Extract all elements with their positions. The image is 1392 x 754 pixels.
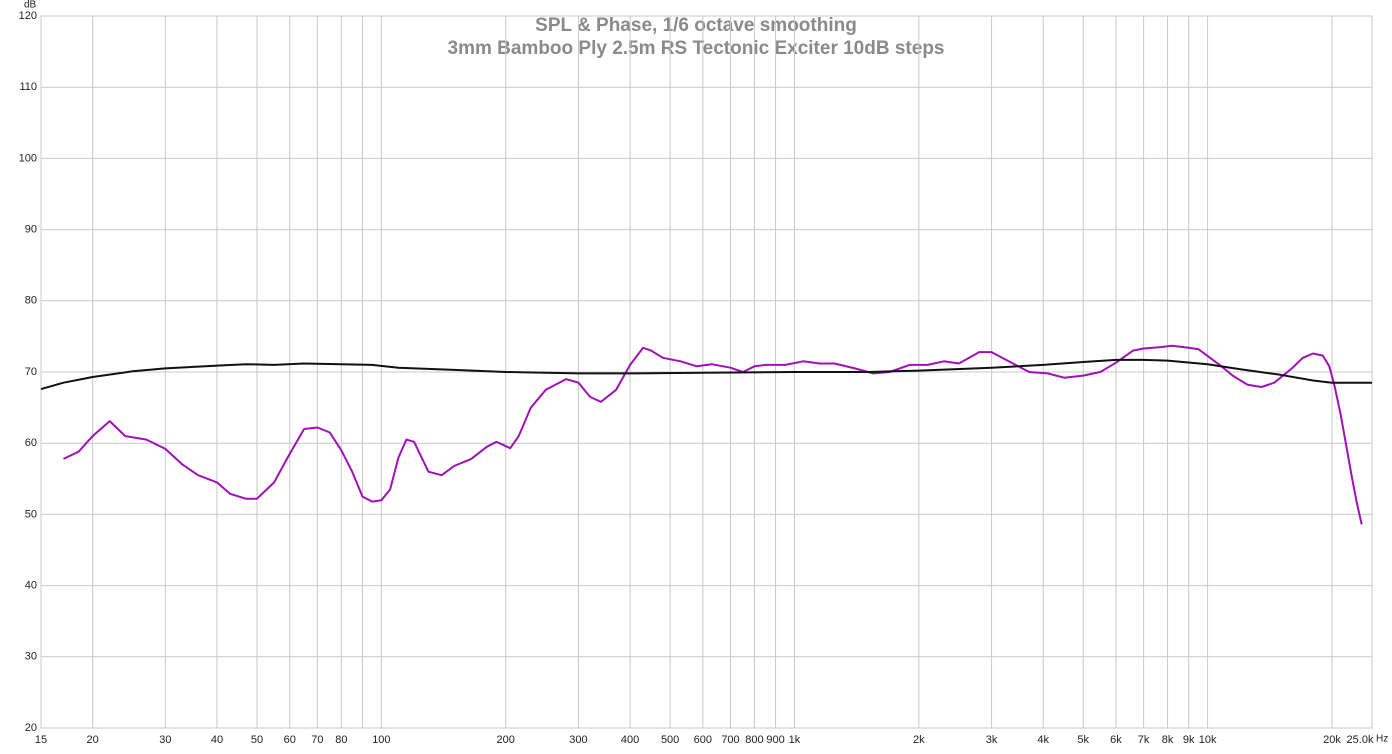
x-tick-label: 60	[284, 734, 296, 746]
x-tick-label: 6k	[1110, 734, 1122, 746]
x-tick-label: 20k	[1323, 734, 1341, 746]
x-tick-label: 2k	[913, 734, 925, 746]
y-tick-label: 90	[25, 224, 37, 236]
y-tick-label: 70	[25, 366, 37, 378]
x-tick-label: 200	[497, 734, 515, 746]
series-line	[40, 358, 1372, 391]
x-tick-label: 10k	[1199, 734, 1217, 746]
x-tick-label: 80	[335, 734, 347, 746]
x-axis-label: Hz	[1376, 734, 1388, 745]
y-tick-label: 30	[25, 651, 37, 663]
x-tick-label: 50	[251, 734, 263, 746]
x-tick-label: 4k	[1037, 734, 1049, 746]
x-tick-label: 8k	[1162, 734, 1174, 746]
x-tick-label: 500	[661, 734, 679, 746]
x-tick-label: 40	[211, 734, 223, 746]
x-tick-label: 20	[86, 734, 98, 746]
y-tick-label: 100	[19, 152, 37, 164]
y-axis-label: dB	[24, 0, 37, 11]
x-tick-label: 700	[721, 734, 739, 746]
x-tick-label: 1k	[789, 734, 801, 746]
series-line	[63, 344, 1363, 525]
y-tick-label: 120	[19, 10, 37, 22]
y-tick-label: 40	[25, 580, 37, 592]
x-tick-label: 400	[621, 734, 639, 746]
x-tick-label: 3k	[986, 734, 998, 746]
x-tick-label: 5k	[1077, 734, 1089, 746]
y-tick-label: 80	[25, 295, 37, 307]
x-tick-label: 70	[311, 734, 323, 746]
x-tick-label: 300	[569, 734, 587, 746]
y-tick-label: 60	[25, 437, 37, 449]
chart-title: SPL & Phase, 1/6 octave smoothing	[535, 15, 857, 36]
chart-subtitle: 3mm Bamboo Ply 2.5m RS Tectonic Exciter …	[448, 38, 945, 59]
x-tick-label: 600	[694, 734, 712, 746]
y-tick-label: 50	[25, 508, 37, 520]
y-tick-label: 110	[19, 81, 37, 93]
x-tick-label: 900	[766, 734, 784, 746]
x-tick-label: 25.0k	[1347, 734, 1374, 746]
x-tick-label: 7k	[1138, 734, 1150, 746]
x-tick-label: 30	[159, 734, 171, 746]
x-tick-label: 100	[372, 734, 390, 746]
y-tick-label: 20	[25, 722, 37, 734]
x-tick-label: 9k	[1183, 734, 1195, 746]
x-tick-label: 15	[35, 734, 47, 746]
x-tick-label: 800	[745, 734, 763, 746]
